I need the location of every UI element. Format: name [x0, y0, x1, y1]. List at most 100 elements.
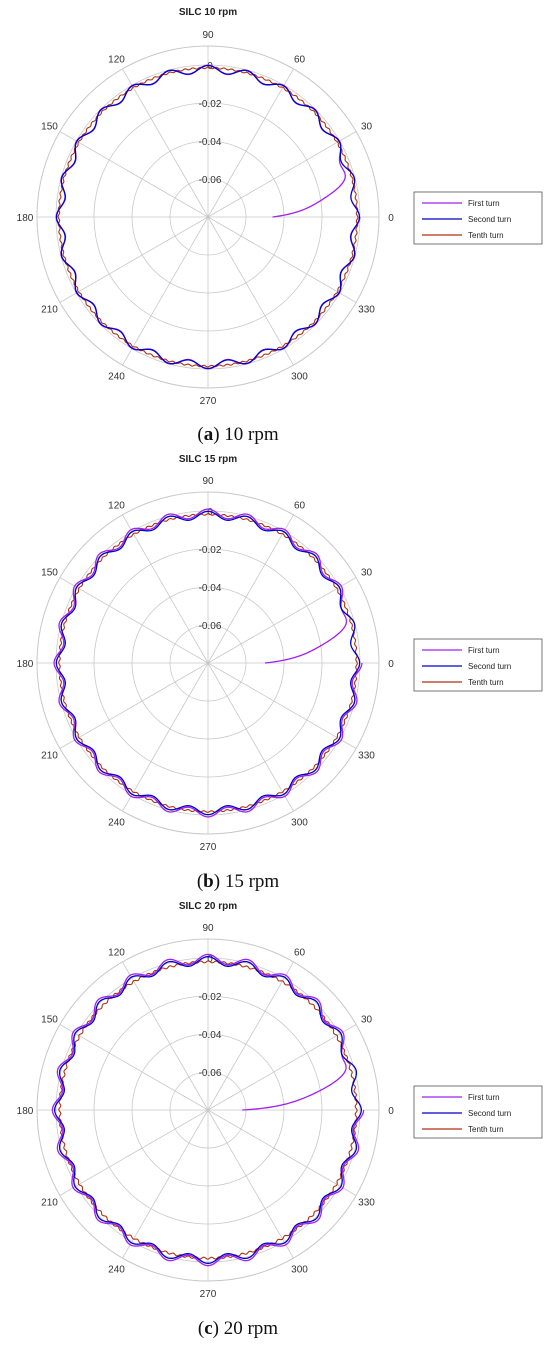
- legend: First turn Second turn Tenth turn: [413, 638, 543, 692]
- angle-tick-label: 240: [108, 1265, 125, 1276]
- caption-paren: ): [213, 424, 219, 445]
- legend: First turn Second turn Tenth turn: [413, 1085, 543, 1139]
- angle-tick-label: 150: [41, 568, 58, 579]
- radial-tick-label: -0.02: [199, 545, 222, 556]
- angle-tick-label: 0: [388, 659, 394, 670]
- angle-tick-label: 270: [200, 842, 217, 853]
- angle-tick-label: 270: [200, 1289, 217, 1300]
- angle-tick-label: 210: [41, 305, 58, 316]
- chart-title: SILC 10 rpm: [179, 7, 237, 18]
- chart-title: SILC 15 rpm: [179, 454, 237, 465]
- radial-tick-label: -0.06: [199, 621, 222, 632]
- polar-chart-a: SILC 10 rpm 0 30 60 90 120 150 180 210 240 270 300 3…: [17, 7, 543, 445]
- grid-spoke: [59, 131, 209, 218]
- angle-tick-label: 150: [41, 122, 58, 133]
- angle-tick-label: 120: [108, 55, 125, 66]
- subfigure-caption: (a) 10 rpm: [197, 424, 278, 445]
- angle-tick-label: 300: [291, 818, 308, 829]
- radial-tick-label: -0.06: [199, 175, 222, 186]
- caption-paren: (: [198, 1318, 204, 1339]
- angle-tick-label: 0: [388, 213, 394, 224]
- caption-letter: c: [204, 1318, 212, 1339]
- polar-grid: [36, 45, 380, 389]
- legend-label: Second turn: [468, 215, 511, 224]
- angle-tick-label: 240: [108, 818, 125, 829]
- caption-letter: a: [204, 424, 214, 445]
- grid-spoke: [207, 961, 294, 1111]
- caption-text: 15 rpm: [220, 871, 279, 892]
- radial-tick-label: 0: [207, 507, 213, 518]
- angle-tick-label: 300: [291, 372, 308, 383]
- polar-grid: [36, 938, 380, 1282]
- angle-tick-label: 180: [17, 213, 34, 224]
- polar-grid: [36, 491, 380, 835]
- radial-tick-label: -0.04: [199, 1030, 222, 1041]
- grid-spoke: [59, 216, 209, 303]
- grid-spoke: [59, 662, 209, 749]
- grid-spoke: [122, 216, 209, 366]
- legend-label: Tenth turn: [468, 231, 504, 240]
- angle-tick-label: 90: [202, 476, 214, 487]
- angle-tick-label: 180: [17, 1106, 34, 1117]
- angle-tick-label: 300: [291, 1265, 308, 1276]
- series-line-tenth-turn: [57, 66, 359, 368]
- grid-spoke: [59, 1024, 209, 1111]
- grid-spoke: [122, 68, 209, 218]
- angle-tick-label: 120: [108, 501, 125, 512]
- legend-label: First turn: [468, 1093, 500, 1102]
- grid-spoke: [59, 577, 209, 664]
- angle-tick-label: 270: [200, 396, 217, 407]
- grid-spoke: [122, 1109, 209, 1259]
- subfigure-caption: (b) 15 rpm: [197, 871, 280, 892]
- polar-chart-c: SILC 20 rpm 0 30 60 90 120 150 180 210 240 270 300 3…: [17, 901, 543, 1339]
- caption-paren: ): [214, 871, 220, 892]
- angle-tick-label: 30: [361, 122, 373, 133]
- grid-spoke: [207, 662, 357, 749]
- angle-tick-label: 150: [41, 1015, 58, 1026]
- caption-paren: (: [197, 871, 203, 892]
- legend-label: First turn: [468, 199, 500, 208]
- series-line-second-turn: [54, 956, 362, 1264]
- angle-tick-label: 330: [358, 1198, 375, 1209]
- legend-label: First turn: [468, 646, 500, 655]
- grid-spoke: [207, 1024, 357, 1111]
- grid-spoke: [207, 514, 294, 664]
- legend-label: Tenth turn: [468, 1125, 504, 1134]
- grid-spoke: [207, 216, 294, 366]
- radial-tick-label: -0.04: [199, 137, 222, 148]
- legend: First turn Second turn Tenth turn: [413, 191, 543, 245]
- grid-spoke: [122, 514, 209, 664]
- grid-spoke: [207, 68, 294, 218]
- grid-spoke: [207, 216, 357, 303]
- grid-spoke: [207, 131, 357, 218]
- series-line-tenth-turn: [58, 513, 358, 813]
- legend-label: Second turn: [468, 1109, 511, 1118]
- grid-spoke: [207, 577, 357, 664]
- angle-tick-label: 330: [358, 751, 375, 762]
- legend-label: Tenth turn: [468, 678, 504, 687]
- angle-tick-label: 240: [108, 372, 125, 383]
- radial-tick-label: -0.06: [199, 1068, 222, 1079]
- grid-spoke: [122, 662, 209, 812]
- angle-tick-label: 60: [294, 948, 306, 959]
- angle-tick-label: 60: [294, 501, 306, 512]
- angle-tick-label: 180: [17, 659, 34, 670]
- radial-tick-label: -0.02: [199, 992, 222, 1003]
- grid-spoke: [122, 961, 209, 1111]
- chart-title: SILC 20 rpm: [179, 901, 237, 912]
- series-line-first-turn: [53, 508, 363, 818]
- angle-tick-label: 60: [294, 55, 306, 66]
- angle-tick-label: 90: [202, 30, 214, 41]
- angle-tick-label: 90: [202, 923, 214, 934]
- legend-label: Second turn: [468, 662, 511, 671]
- angle-tick-label: 0: [388, 1106, 394, 1117]
- grid-spoke: [207, 1109, 357, 1196]
- angle-tick-label: 120: [108, 948, 125, 959]
- series-line-second-turn: [55, 64, 361, 370]
- radial-tick-label: -0.04: [199, 583, 222, 594]
- angle-tick-label: 330: [358, 305, 375, 316]
- angle-tick-label: 210: [41, 1198, 58, 1209]
- polar-chart-b: SILC 15 rpm 0 30 60 90 120 150 180 210 240 270 300 3…: [17, 454, 543, 892]
